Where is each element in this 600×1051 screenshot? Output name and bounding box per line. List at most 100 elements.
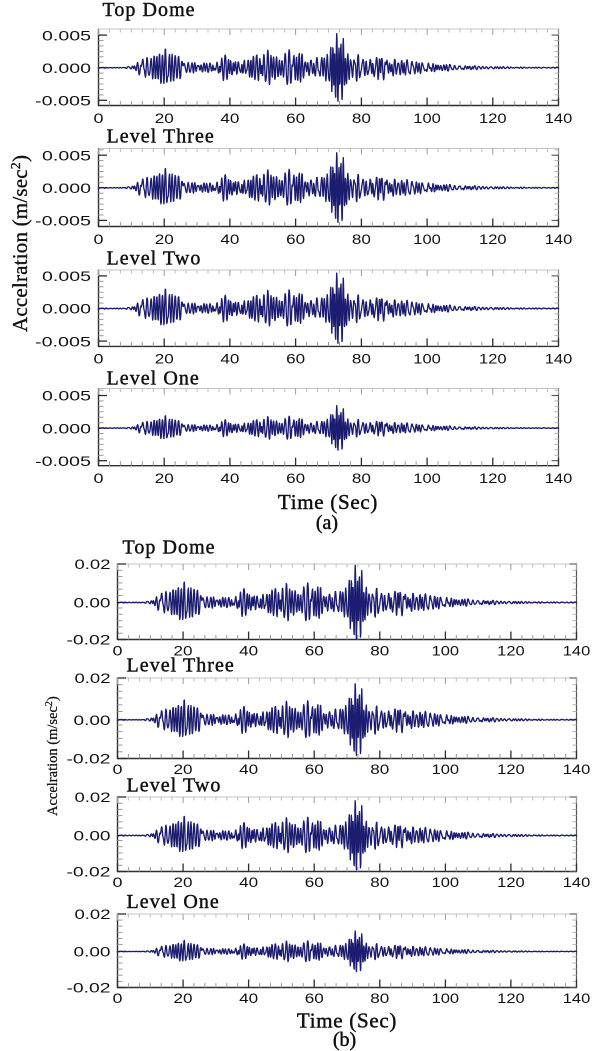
svg-text:Time (Sec): Time (Sec): [278, 490, 378, 514]
svg-text:40: 40: [220, 231, 239, 247]
svg-text:80: 80: [370, 761, 389, 777]
svg-text:Level One: Level One: [107, 368, 200, 390]
svg-text:Accelration (m/sec2): Accelration (m/sec2): [8, 155, 32, 332]
svg-text:120: 120: [497, 990, 525, 1006]
svg-text:40: 40: [239, 990, 258, 1006]
svg-text:40: 40: [239, 643, 258, 659]
svg-text:60: 60: [305, 990, 324, 1006]
svg-text:60: 60: [305, 643, 324, 659]
svg-text:20: 20: [155, 231, 174, 247]
svg-text:120: 120: [479, 470, 507, 486]
svg-text:20: 20: [155, 470, 174, 486]
svg-text:100: 100: [413, 231, 441, 247]
svg-text:100: 100: [432, 874, 460, 890]
svg-text:0.00: 0.00: [74, 595, 111, 611]
svg-text:100: 100: [413, 110, 441, 126]
svg-text:0: 0: [113, 643, 123, 659]
svg-text:40: 40: [239, 874, 258, 890]
svg-text:20: 20: [174, 874, 193, 890]
svg-text:40: 40: [220, 470, 239, 486]
svg-text:0: 0: [94, 231, 104, 247]
svg-text:20: 20: [155, 110, 174, 126]
svg-text:80: 80: [352, 231, 371, 247]
svg-text:(a): (a): [316, 512, 338, 534]
svg-text:0: 0: [113, 990, 123, 1006]
svg-text:80: 80: [370, 874, 389, 890]
svg-text:0.02: 0.02: [75, 556, 111, 572]
svg-text:120: 120: [497, 874, 525, 890]
svg-text:40: 40: [220, 351, 239, 367]
svg-text:80: 80: [352, 470, 371, 486]
svg-text:-0.02: -0.02: [67, 751, 111, 767]
svg-text:120: 120: [497, 643, 525, 659]
svg-text:80: 80: [370, 990, 389, 1006]
svg-text:20: 20: [174, 990, 193, 1006]
svg-text:0.02: 0.02: [75, 906, 111, 922]
svg-text:60: 60: [286, 351, 305, 367]
svg-text:140: 140: [563, 990, 591, 1006]
svg-text:-0.005: -0.005: [35, 453, 91, 469]
svg-text:Top Dome: Top Dome: [103, 0, 196, 21]
svg-text:140: 140: [563, 874, 591, 890]
svg-text:120: 120: [479, 110, 507, 126]
svg-text:0.000: 0.000: [42, 301, 91, 317]
svg-text:80: 80: [352, 351, 371, 367]
svg-text:40: 40: [220, 110, 239, 126]
svg-text:140: 140: [545, 110, 573, 126]
svg-text:100: 100: [432, 990, 460, 1006]
svg-text:20: 20: [174, 643, 193, 659]
svg-text:-0.005: -0.005: [35, 93, 91, 109]
svg-text:0: 0: [94, 110, 104, 126]
svg-text:60: 60: [286, 110, 305, 126]
svg-text:0: 0: [94, 351, 104, 367]
svg-text:0.005: 0.005: [42, 388, 91, 404]
svg-text:0.000: 0.000: [42, 420, 91, 436]
svg-text:40: 40: [239, 761, 258, 777]
svg-text:60: 60: [305, 761, 324, 777]
svg-text:100: 100: [432, 761, 460, 777]
svg-text:Level Two: Level Two: [107, 248, 202, 270]
svg-text:0.000: 0.000: [42, 60, 91, 76]
svg-text:Level Three: Level Three: [107, 126, 215, 148]
svg-text:-0.005: -0.005: [35, 213, 91, 229]
svg-text:120: 120: [497, 761, 525, 777]
svg-text:0: 0: [113, 874, 123, 890]
svg-text:140: 140: [545, 231, 573, 247]
svg-text:120: 120: [479, 351, 507, 367]
svg-text:Top Dome: Top Dome: [123, 537, 216, 559]
svg-text:80: 80: [370, 643, 389, 659]
svg-text:(b): (b): [333, 1029, 356, 1051]
svg-text:Accelration (m/sec2): Accelration (m/sec2): [44, 696, 61, 816]
svg-text:0.000: 0.000: [42, 180, 91, 196]
svg-text:140: 140: [563, 761, 591, 777]
svg-text:140: 140: [545, 351, 573, 367]
svg-text:0.02: 0.02: [75, 670, 111, 686]
svg-text:-0.02: -0.02: [67, 632, 111, 648]
svg-text:0: 0: [113, 761, 123, 777]
svg-text:0.005: 0.005: [42, 268, 91, 284]
svg-text:0.00: 0.00: [74, 712, 111, 728]
svg-text:60: 60: [286, 470, 305, 486]
svg-text:100: 100: [432, 643, 460, 659]
svg-text:-0.02: -0.02: [67, 980, 111, 996]
svg-text:20: 20: [174, 761, 193, 777]
svg-text:0: 0: [94, 470, 104, 486]
svg-text:0.005: 0.005: [42, 147, 91, 163]
svg-text:60: 60: [286, 231, 305, 247]
svg-text:Level Three: Level Three: [127, 655, 235, 677]
svg-text:0.005: 0.005: [42, 27, 91, 43]
svg-text:20: 20: [155, 351, 174, 367]
svg-text:100: 100: [413, 351, 441, 367]
svg-text:120: 120: [479, 231, 507, 247]
svg-text:140: 140: [545, 470, 573, 486]
svg-text:80: 80: [352, 110, 371, 126]
svg-text:-0.02: -0.02: [67, 864, 111, 880]
svg-text:0.00: 0.00: [74, 828, 111, 844]
svg-text:Level One: Level One: [127, 891, 220, 913]
svg-text:0.00: 0.00: [74, 944, 111, 960]
svg-text:-0.005: -0.005: [35, 333, 91, 349]
svg-text:Time (Sec): Time (Sec): [297, 1009, 397, 1033]
svg-text:60: 60: [305, 874, 324, 890]
svg-text:Level Two: Level Two: [127, 775, 222, 797]
svg-text:140: 140: [563, 643, 591, 659]
